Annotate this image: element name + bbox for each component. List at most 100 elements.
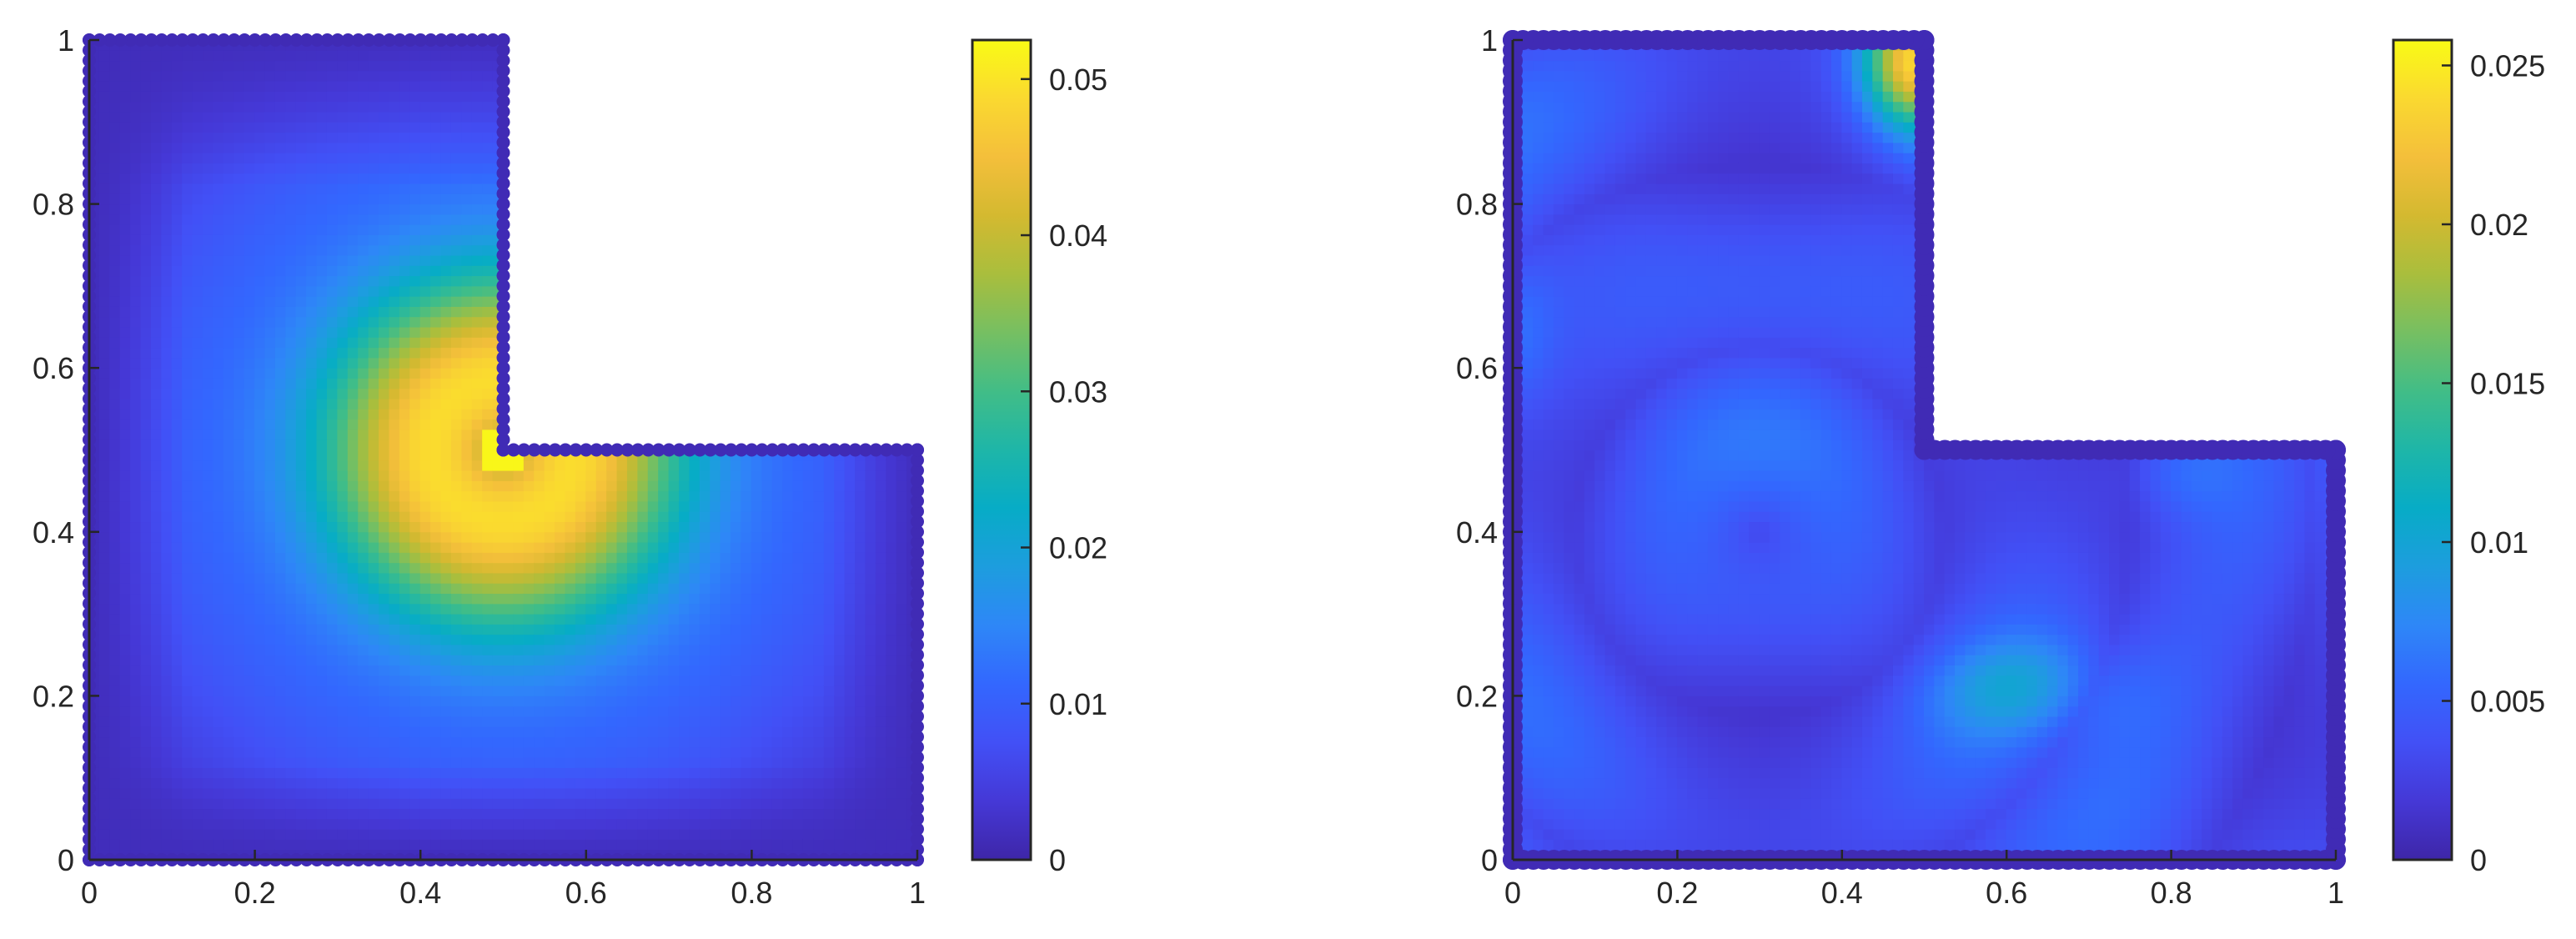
heatmap-cell (358, 60, 369, 72)
heatmap-cell (316, 756, 328, 768)
heatmap-cell (741, 644, 752, 655)
heatmap-cell (761, 746, 773, 758)
heatmap-cell (731, 654, 742, 666)
heatmap-cell (337, 797, 349, 810)
heatmap-cell (274, 285, 287, 297)
heatmap-cell (668, 746, 680, 758)
heatmap-cell (461, 665, 473, 676)
heatmap-cell (306, 818, 318, 830)
heatmap-cell (192, 305, 204, 318)
heatmap-cell (192, 777, 204, 789)
heatmap-cell (534, 756, 545, 768)
heatmap-cell (482, 593, 494, 605)
heatmap-cell (150, 70, 163, 82)
heatmap-cell (886, 521, 897, 533)
heatmap-cell (492, 510, 504, 523)
heatmap-cell (430, 521, 442, 533)
heatmap-cell (440, 746, 452, 758)
heatmap-cell (161, 572, 173, 584)
heatmap-cell (347, 480, 359, 492)
heatmap-cell (119, 439, 132, 450)
heatmap-cell (306, 132, 318, 143)
heatmap-cell (575, 613, 587, 625)
heatmap-cell (264, 808, 276, 820)
heatmap-cell (264, 193, 276, 205)
heatmap-cell (419, 818, 432, 830)
heatmap-cell (679, 706, 690, 717)
heatmap-cell (223, 419, 235, 430)
heatmap-cell (140, 603, 152, 615)
heatmap-cell (389, 562, 400, 574)
heatmap-cell (130, 582, 142, 595)
heatmap-cell (823, 613, 836, 625)
heatmap-cell (637, 818, 649, 830)
heatmap-cell (492, 644, 504, 655)
heatmap-cell (347, 173, 359, 184)
heatmap-cell (254, 377, 266, 389)
heatmap-cell (792, 756, 804, 768)
boundary-point (911, 822, 924, 836)
heatmap-cell (244, 490, 256, 502)
heatmap-cell (595, 818, 608, 830)
heatmap-cell (358, 665, 369, 676)
heatmap-cell (98, 572, 111, 584)
heatmap-cell (523, 623, 535, 635)
boundary-point (911, 710, 924, 723)
heatmap-cell (337, 326, 349, 338)
heatmap-cell (471, 316, 484, 328)
heatmap-cell (140, 480, 152, 492)
heatmap-cell (896, 756, 908, 768)
heatmap-cell (119, 326, 132, 338)
heatmap-cell (295, 665, 308, 676)
heatmap-cell (710, 490, 721, 502)
heatmap-cell (326, 541, 339, 553)
heatmap-cell (585, 716, 597, 727)
heatmap-cell (482, 367, 494, 379)
heatmap-cell (223, 665, 235, 676)
heatmap-cell (171, 347, 183, 359)
heatmap-cell (792, 828, 804, 840)
heatmap-cell (316, 541, 328, 553)
heatmap-cell (430, 388, 442, 399)
heatmap-cell (213, 295, 224, 307)
heatmap-cell (710, 480, 721, 492)
heatmap-cell (534, 808, 545, 820)
heatmap-cell (679, 603, 690, 615)
heatmap-cell (274, 787, 287, 799)
heatmap-cell (368, 675, 380, 686)
heatmap-cell (150, 49, 163, 62)
heatmap-cell (285, 644, 297, 655)
heatmap-cell (306, 613, 318, 625)
heatmap-cell (419, 60, 432, 72)
heatmap-cell (419, 797, 432, 810)
heatmap-cell (244, 449, 256, 461)
heatmap-cell (399, 685, 411, 696)
heatmap-cell (741, 777, 752, 789)
heatmap-cell (150, 90, 163, 103)
heatmap-cell (295, 408, 308, 420)
heatmap-cell (668, 551, 680, 564)
heatmap-cell (440, 665, 452, 676)
heatmap-cell (471, 305, 484, 318)
heatmap-cell (430, 244, 442, 256)
heatmap-cell (368, 470, 380, 481)
heatmap-cell (440, 70, 452, 82)
heatmap-cell (637, 562, 649, 574)
heatmap-cell (358, 685, 369, 696)
heatmap-cell (523, 746, 535, 758)
heatmap-cell (223, 510, 235, 523)
heatmap-cell (430, 305, 442, 318)
heatmap-cell (844, 766, 856, 779)
heatmap-cell (285, 716, 297, 727)
heatmap-cell (513, 808, 525, 820)
heatmap-cell (182, 838, 193, 851)
heatmap-cell (326, 419, 339, 430)
heatmap-cell (823, 582, 836, 595)
heatmap-cell (192, 398, 204, 409)
heatmap-cell (150, 60, 163, 72)
heatmap-cell (306, 787, 318, 799)
heatmap-cell (389, 295, 400, 307)
heatmap-cell (471, 429, 484, 440)
heatmap-cell (233, 254, 245, 266)
heatmap-cell (358, 490, 369, 502)
